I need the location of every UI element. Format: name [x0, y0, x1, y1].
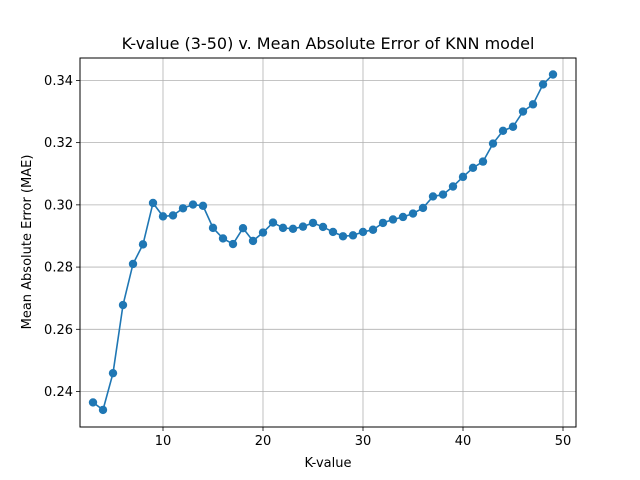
data-point: [248, 236, 258, 246]
x-tick-label: 30: [355, 434, 372, 449]
data-point: [418, 203, 428, 213]
data-point: [368, 225, 378, 234]
x-tick-label: 40: [455, 434, 472, 449]
x-tick-label: 10: [155, 434, 172, 449]
data-point: [318, 222, 328, 232]
y-tick-label: 0.30: [44, 198, 73, 213]
data-point: [408, 209, 418, 218]
data-point: [378, 218, 388, 228]
data-point: [148, 198, 158, 208]
data-point: [538, 80, 548, 89]
data-point: [268, 218, 278, 227]
data-point: [88, 398, 98, 407]
y-tick-label: 0.28: [44, 261, 73, 276]
data-point: [198, 201, 208, 210]
data-point: [528, 100, 538, 109]
axis-ticks: 10 20 30 40 50 0.24 0.26 0.28 0.30 0.32 0.34: [44, 74, 571, 449]
data-point: [288, 224, 298, 234]
data-point: [298, 222, 308, 231]
plot-frame: [79, 57, 577, 428]
data-point: [328, 227, 338, 237]
grid-lines: [80, 58, 576, 427]
data-point: [338, 232, 348, 241]
x-tick-label: 20: [255, 434, 272, 449]
data-point: [488, 139, 498, 148]
data-point: [238, 223, 248, 233]
data-point: [458, 172, 468, 182]
x-tick-label: 50: [555, 434, 572, 449]
data-point: [138, 240, 148, 249]
x-axis-label: K-value: [304, 456, 351, 471]
data-point: [128, 259, 138, 269]
data-point: [548, 70, 558, 79]
data-point: [358, 227, 368, 237]
data-point: [188, 200, 198, 209]
data-point: [158, 212, 168, 221]
series-layer: [88, 70, 558, 415]
data-point: [518, 107, 528, 116]
data-point: [308, 218, 318, 228]
data-point: [208, 223, 218, 233]
data-point: [398, 212, 408, 222]
data-point: [98, 405, 108, 415]
y-tick-label: 0.24: [44, 385, 73, 400]
data-point: [218, 234, 228, 243]
data-point: [498, 126, 508, 136]
data-point: [468, 163, 478, 173]
y-tick-label: 0.32: [44, 136, 73, 151]
data-point: [118, 300, 128, 310]
data-point: [428, 192, 438, 201]
y-tick-label: 0.34: [44, 74, 73, 89]
data-point: [448, 182, 458, 191]
data-point: [438, 190, 448, 199]
data-point: [348, 231, 358, 240]
chart-title: K-value (3-50) v. Mean Absolute Error of…: [122, 34, 535, 53]
data-point: [168, 211, 178, 220]
data-point: [258, 228, 268, 237]
data-point: [178, 204, 188, 213]
data-point: [388, 215, 398, 224]
y-tick-label: 0.26: [44, 323, 73, 338]
y-axis-label: Mean Absolute Error (MAE): [20, 155, 35, 330]
data-point: [278, 223, 288, 233]
data-point: [508, 122, 518, 131]
series-line: [92, 73, 554, 412]
data-point: [478, 157, 488, 166]
data-point: [108, 368, 118, 378]
data-point: [228, 239, 238, 249]
